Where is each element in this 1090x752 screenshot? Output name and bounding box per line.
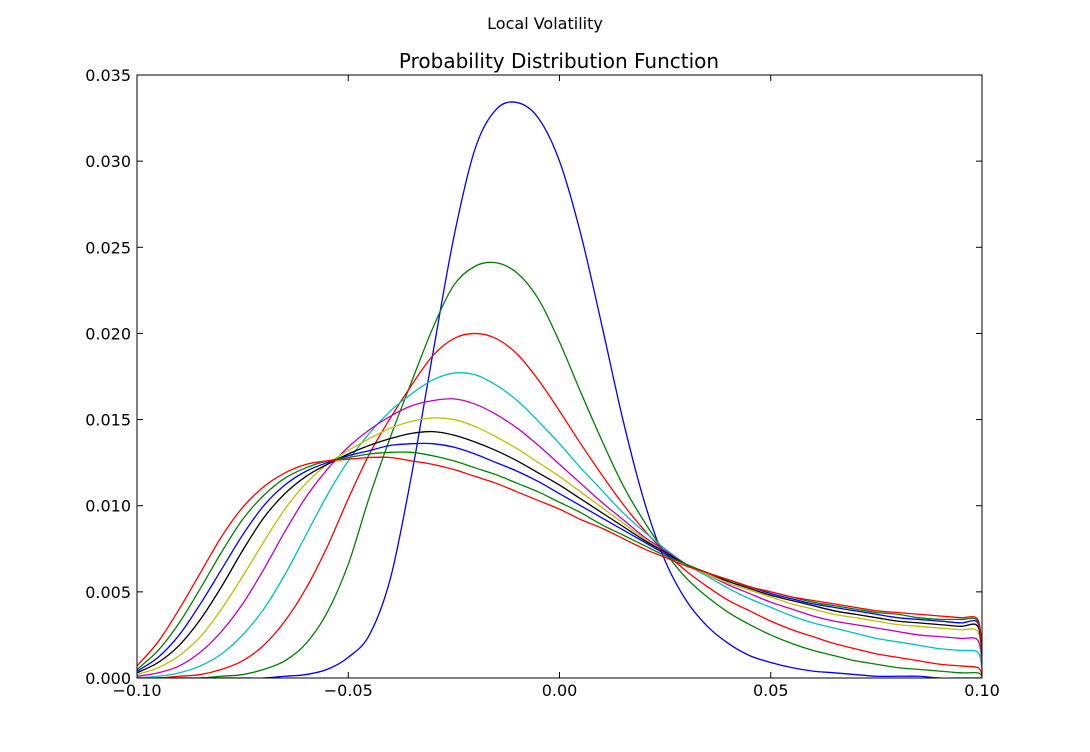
series-line-10	[137, 456, 982, 667]
series-line-4	[137, 372, 982, 678]
series-line-2	[137, 261, 982, 678]
series-line-3	[137, 332, 982, 678]
y-tick-label: 0.030	[85, 152, 131, 171]
x-tick-label: 0.10	[964, 681, 1000, 700]
y-tick-label: 0.005	[85, 583, 131, 602]
plot-series-layer	[137, 101, 982, 678]
x-tick-label: −0.05	[324, 681, 373, 700]
series-line-7	[137, 430, 982, 674]
y-tick-label: 0.025	[85, 238, 131, 257]
x-tick-label: 0.05	[753, 681, 789, 700]
figure-suptitle: Local Volatility	[487, 14, 603, 33]
series-line-8	[137, 442, 982, 672]
series-line-1	[137, 101, 982, 678]
series-line-5	[137, 398, 982, 677]
y-tick-label: 0.015	[85, 411, 131, 430]
x-tick-label: −0.10	[112, 681, 161, 700]
y-tick-label: 0.020	[85, 324, 131, 343]
x-tick-label: 0.00	[542, 681, 578, 700]
series-line-9	[137, 451, 982, 670]
series-line-6	[137, 417, 982, 676]
y-tick-label: 0.035	[85, 66, 131, 85]
y-tick-label: 0.000	[85, 669, 131, 688]
chart-title: Probability Distribution Function	[399, 49, 719, 73]
axis-ticks-layer: −0.10 −0.05 0.00 0.05 0.10 0.000 0.005 0.010 0.0…	[85, 66, 1000, 700]
y-tick-label: 0.010	[85, 497, 131, 516]
